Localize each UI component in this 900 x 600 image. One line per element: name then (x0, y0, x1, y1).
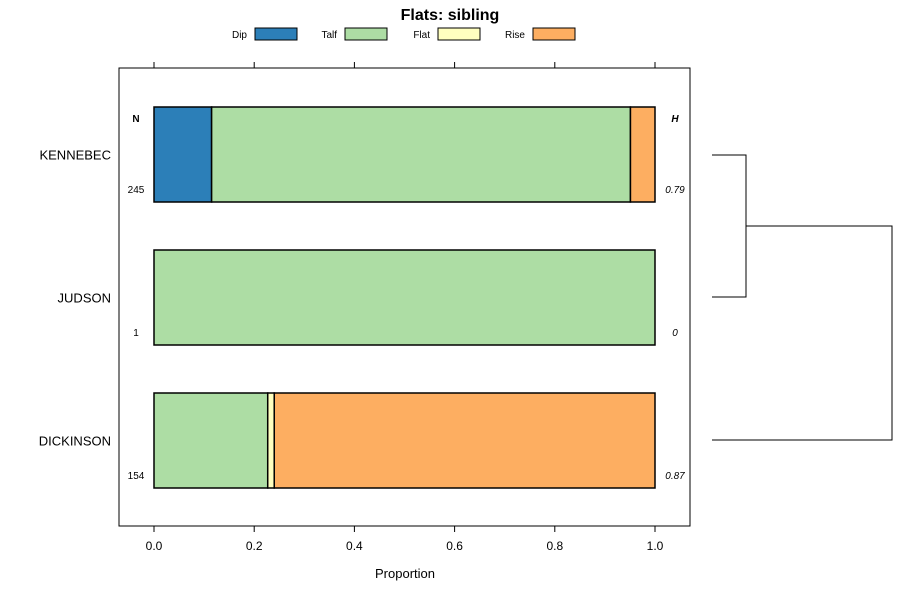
bar-dickinson-rise (274, 393, 655, 488)
x-tick-label-1-0: 1.0 (647, 539, 664, 553)
h-value-dickinson: 0.87 (665, 471, 685, 482)
x-tick-label-0-0: 0.0 (146, 539, 163, 553)
dendrogram-branch-root (712, 226, 892, 440)
bar-kennebec-dip (154, 107, 212, 202)
category-label-judson: JUDSON (58, 291, 111, 306)
legend-label-rise: Rise (505, 30, 525, 41)
dendrogram (712, 155, 892, 440)
x-tick-label-0-6: 0.6 (446, 539, 463, 553)
x-tick-label-0-8: 0.8 (546, 539, 563, 553)
bar-kennebec-talf (212, 107, 631, 202)
x-axis-title: Proportion (375, 566, 435, 581)
dendrogram-branch-inner (712, 155, 746, 297)
bar-kennebec-rise (630, 107, 655, 202)
bars-group (154, 107, 655, 488)
n-value-judson: 1 (133, 328, 139, 339)
n-value-dickinson: 154 (128, 471, 145, 482)
x-tick-label-0-4: 0.4 (346, 539, 363, 553)
legend-label-flat: Flat (413, 30, 430, 41)
h-value-judson: 0 (672, 328, 678, 339)
bar-judson-talf (154, 250, 655, 345)
h-header: H (671, 114, 679, 125)
h-value-kennebec: 0.79 (665, 185, 685, 196)
x-tick-label-0-2: 0.2 (246, 539, 263, 553)
bar-dickinson-talf (154, 393, 268, 488)
legend-swatch-talf (345, 28, 387, 40)
chart-title: Flats: sibling (401, 7, 500, 24)
legend-label-dip: Dip (232, 30, 247, 41)
category-label-dickinson: DICKINSON (39, 434, 111, 449)
category-label-kennebec: KENNEBEC (39, 148, 111, 163)
legend-swatch-rise (533, 28, 575, 40)
n-value-kennebec: 245 (128, 185, 145, 196)
n-header: N (132, 114, 139, 125)
legend-swatch-flat (438, 28, 480, 40)
legend-swatch-dip (255, 28, 297, 40)
bar-dickinson-flat (268, 393, 275, 488)
legend-label-talf: Talf (321, 30, 337, 41)
legend: Dip Talf Flat Rise (232, 28, 575, 41)
